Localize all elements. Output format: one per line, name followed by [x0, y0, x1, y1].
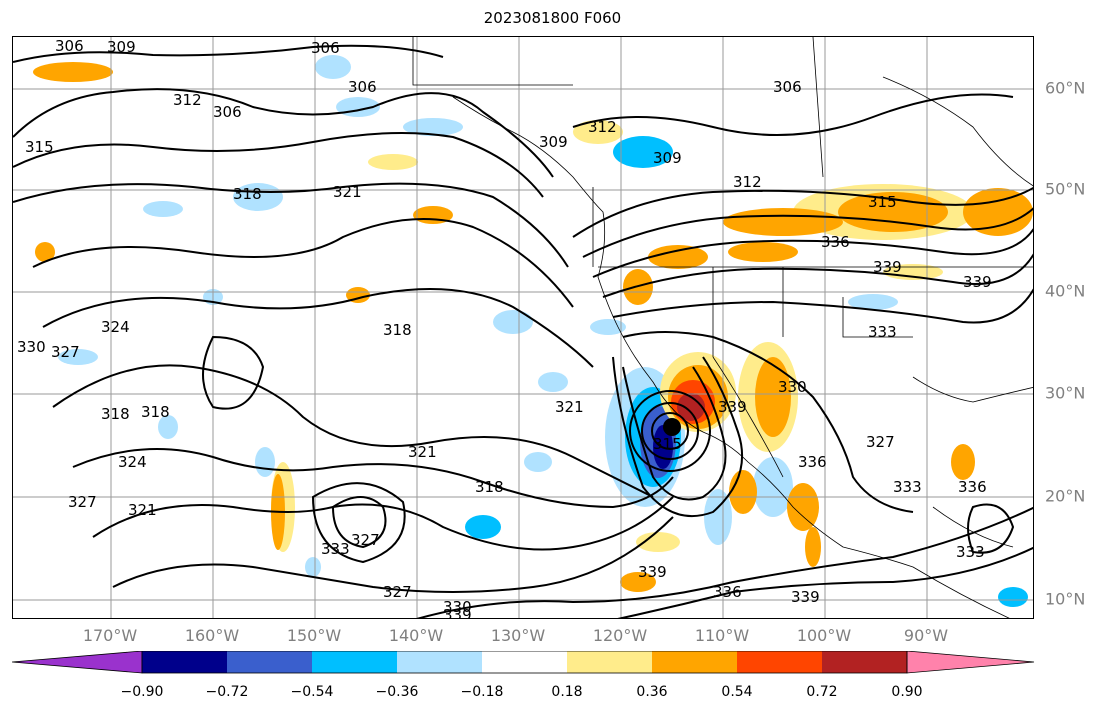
contour-label: 339: [443, 606, 472, 619]
colorbar-segment: [142, 651, 227, 673]
colorbar-segment: [737, 651, 822, 673]
colorbar-segment: [397, 651, 482, 673]
contour-label: 330: [17, 338, 46, 356]
contour-label: 315: [653, 435, 682, 453]
map-title: 2023081800 F060: [483, 9, 622, 27]
hurricane-center-marker: [663, 418, 681, 436]
contour-label: 312: [588, 118, 617, 136]
colorbar-tick-label: −0.90: [120, 684, 164, 700]
contour-label: 324: [101, 318, 130, 336]
contour-label: 318: [475, 478, 504, 496]
lat-label: 30°N: [1045, 383, 1086, 403]
contour-label: 309: [107, 38, 136, 56]
contour-label: 309: [539, 133, 568, 151]
contour-label: 327: [383, 583, 412, 601]
map-frame: 306 309 306 306 312 306 315 306 312 309 …: [12, 36, 1034, 619]
contour-label: 309: [653, 149, 682, 167]
contour-label: 339: [963, 273, 992, 291]
lat-label: 40°N: [1045, 281, 1086, 301]
colorbar-tick-label: 0.90: [891, 684, 923, 700]
contour-label: 336: [798, 453, 827, 471]
contour-label: 315: [25, 138, 54, 156]
contour-label: 339: [718, 398, 747, 416]
contours: [13, 44, 1033, 618]
colorbar-tick-label: 0.72: [806, 684, 838, 700]
colorbar-segment: [482, 651, 567, 673]
map-canvas: 306 309 306 306 312 306 315 306 312 309 …: [13, 37, 1033, 619]
colorbar-segment: [652, 651, 737, 673]
contour-label: 327: [866, 433, 895, 451]
lon-label: 110°W: [694, 626, 750, 645]
colorbar-segment: [312, 651, 397, 673]
colorbar-extend-low: [12, 651, 143, 674]
contour-label: 339: [873, 258, 902, 276]
colorbar: [12, 651, 1035, 674]
contour-labels: 306 309 306 306 312 306 315 306 312 309 …: [17, 37, 992, 619]
lon-label: 160°W: [184, 626, 240, 645]
lon-label: 90°W: [903, 626, 949, 645]
contour-label: 306: [213, 103, 242, 121]
colorbar-tick-label: −0.72: [205, 684, 249, 700]
contour-label: 330: [443, 598, 472, 616]
lat-label: 60°N: [1045, 78, 1086, 98]
contour-label: 306: [348, 78, 377, 96]
contour-label: 306: [311, 39, 340, 57]
contour-label: 333: [868, 323, 897, 341]
contour-label: 333: [893, 478, 922, 496]
contour-label: 306: [773, 78, 802, 96]
colorbar-tick-label: −0.36: [375, 684, 419, 700]
colorbar-tick-label: 0.36: [636, 684, 668, 700]
contour-label: 333: [321, 540, 350, 558]
contour-label: 321: [333, 183, 362, 201]
contour-label: 306: [55, 37, 84, 55]
contour-label: 318: [233, 185, 262, 203]
contour-label: 336: [713, 583, 742, 601]
contour-label: 333: [956, 543, 985, 561]
contour-label: 336: [958, 478, 987, 496]
colorbar-tick-label: −0.18: [460, 684, 504, 700]
lon-label: 140°W: [388, 626, 444, 645]
contour-label: 321: [408, 443, 437, 461]
colorbar-segment: [567, 651, 652, 673]
contour-label: 312: [173, 91, 202, 109]
contour-label: 321: [128, 501, 157, 519]
lon-label: 120°W: [592, 626, 648, 645]
colorbar-tick-label: −0.54: [290, 684, 334, 700]
contour-label: 327: [68, 493, 97, 511]
contour-label: 324: [118, 453, 147, 471]
lon-label: 130°W: [490, 626, 546, 645]
colorbar-segment: [822, 651, 907, 673]
contour-label: 318: [101, 405, 130, 423]
colorbar-segment: [227, 651, 312, 673]
contour-label: 327: [351, 531, 380, 549]
contour-label: 336: [821, 233, 850, 251]
contour-label: 315: [868, 193, 897, 211]
contour-label: 327: [51, 343, 80, 361]
contour-label: 318: [141, 403, 170, 421]
contour-label: 330: [778, 378, 807, 396]
lat-label: 10°N: [1045, 589, 1086, 609]
lon-label: 150°W: [286, 626, 342, 645]
lon-label: 170°W: [82, 626, 138, 645]
graticule: [13, 37, 1033, 618]
colorbar-tick-label: 0.54: [721, 684, 753, 700]
contour-label: 318: [383, 321, 412, 339]
contour-label: 312: [733, 173, 762, 191]
lon-label: 100°W: [796, 626, 852, 645]
contour-label: 339: [638, 563, 667, 581]
colorbar-tick-label: 0.18: [551, 684, 583, 700]
colorbar-extend-high: [906, 651, 1035, 674]
lat-label: 20°N: [1045, 486, 1086, 506]
lat-label: 50°N: [1045, 179, 1086, 199]
contour-label: 339: [791, 588, 820, 606]
contour-label: 321: [555, 398, 584, 416]
